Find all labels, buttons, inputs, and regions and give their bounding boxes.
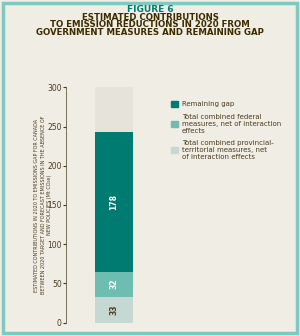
Bar bbox=[95, 271, 133, 297]
Legend: Remaining gap, Total combined federal
measures, net of interaction
effects, Tota: Remaining gap, Total combined federal me… bbox=[172, 101, 281, 160]
Bar bbox=[95, 87, 133, 323]
Text: GOVERNMENT MEASURES AND REMAINING GAP: GOVERNMENT MEASURES AND REMAINING GAP bbox=[36, 28, 264, 37]
Text: 32: 32 bbox=[110, 279, 118, 289]
Text: 178: 178 bbox=[110, 194, 118, 210]
Text: 33: 33 bbox=[110, 304, 118, 315]
Text: FIGURE 6: FIGURE 6 bbox=[127, 5, 173, 14]
Y-axis label: ESTIMATED CONTRIBUTIONS IN 2020 TO EMISSIONS GAP FOR CANADA
BETWEEN 2020 TARGET : ESTIMATED CONTRIBUTIONS IN 2020 TO EMISS… bbox=[34, 116, 52, 294]
Bar bbox=[95, 297, 133, 323]
Text: TO EMISSION REDUCTIONS IN 2020 FROM: TO EMISSION REDUCTIONS IN 2020 FROM bbox=[50, 20, 250, 29]
Text: ESTIMATED CONTRIBUTIONS: ESTIMATED CONTRIBUTIONS bbox=[82, 13, 218, 22]
Bar bbox=[95, 132, 133, 271]
